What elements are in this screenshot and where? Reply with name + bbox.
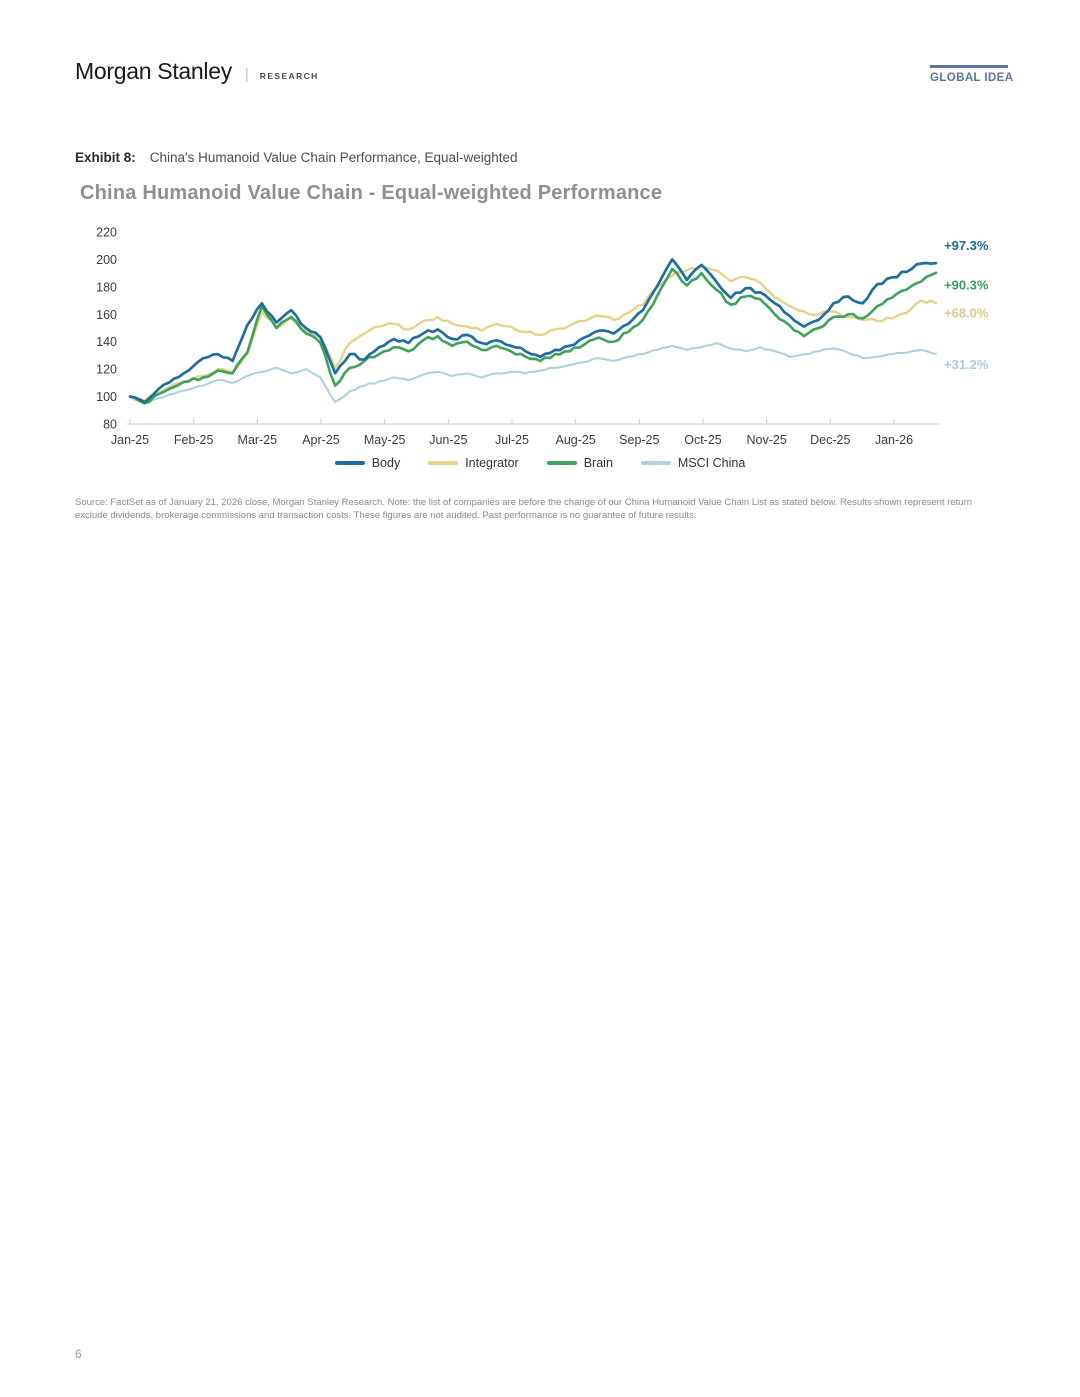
series-line-body xyxy=(128,258,938,404)
legend-item-brain: Brain xyxy=(546,456,613,470)
legend-item-integrator: Integrator xyxy=(428,456,519,470)
legend-label: Body xyxy=(371,456,401,470)
y-tick-label: 160 xyxy=(96,308,117,322)
x-tick-label: Jun-25 xyxy=(429,433,467,447)
global-idea-rule xyxy=(930,65,1008,68)
legend-swatch xyxy=(334,461,365,465)
legend-swatch xyxy=(640,461,671,465)
header-divider: | xyxy=(244,66,249,83)
legend-label: Brain xyxy=(583,456,613,470)
series-line-brain xyxy=(128,267,938,405)
legend-swatch xyxy=(428,461,459,465)
report-header: Morgan Stanley | RESEARCH xyxy=(75,58,319,85)
series-line-integrator xyxy=(128,265,938,403)
global-idea-badge: GLOBAL IDEA xyxy=(930,65,1014,84)
end-label-integrator: +68.0% xyxy=(944,305,989,320)
source-note: Source: FactSet as of January 21, 2026 c… xyxy=(75,497,980,522)
x-tick-label: Jul-25 xyxy=(495,433,529,447)
y-tick-label: 180 xyxy=(96,280,117,294)
morgan-stanley-logo: Morgan Stanley xyxy=(75,58,232,84)
performance-chart: Jan-25 Feb-25 Mar-25 Apr-25 May-25 Jun-25 Jul-… xyxy=(96,226,989,448)
legend-label: MSCI China xyxy=(677,456,746,470)
x-tick-label: Jan-25 xyxy=(111,433,149,447)
global-idea-label: GLOBAL IDEA xyxy=(930,72,1014,84)
legend-item-msci-china: MSCI China xyxy=(640,456,746,470)
end-label-msci-china: +31.2% xyxy=(944,357,989,372)
y-tick-label: 120 xyxy=(96,363,117,377)
y-tick-label: 220 xyxy=(96,226,117,240)
x-tick-label: Mar-25 xyxy=(238,433,278,447)
x-tick-label: Dec-25 xyxy=(810,433,850,447)
x-tick-label: Aug-25 xyxy=(555,433,595,447)
x-tick-label: Feb-25 xyxy=(174,433,214,447)
legend-swatch xyxy=(546,461,577,465)
exhibit-label: Exhibit 8: xyxy=(75,150,136,165)
exhibit-caption-row: Exhibit 8: China's Humanoid Value Chain P… xyxy=(75,150,518,165)
x-tick-label: May-25 xyxy=(364,433,406,447)
source-note-line1: Source: FactSet as of January 21, 2026 c… xyxy=(75,497,973,508)
y-tick-label: 100 xyxy=(96,390,117,404)
end-label-body: +97.3% xyxy=(944,238,989,253)
legend-label: Integrator xyxy=(465,456,519,470)
exhibit-caption: China's Humanoid Value Chain Performance… xyxy=(149,150,518,165)
legend-item-body: Body xyxy=(334,456,401,470)
x-tick-label: Jan-26 xyxy=(875,433,913,447)
page-number: 6 xyxy=(75,1347,82,1361)
x-tick-label: Apr-25 xyxy=(302,433,340,447)
x-tick-label: Sep-25 xyxy=(619,433,659,447)
x-tick-label: Oct-25 xyxy=(684,433,722,447)
y-tick-label: 200 xyxy=(96,253,117,267)
source-note-line2: exclude dividends, brokerage commissions… xyxy=(75,509,697,521)
chart-title: China Humanoid Value Chain - Equal-weigh… xyxy=(80,182,663,204)
end-label-brain: +90.3% xyxy=(944,278,989,293)
x-tick-label: Nov-25 xyxy=(747,433,787,447)
y-tick-label: 80 xyxy=(103,418,117,432)
research-label: RESEARCH xyxy=(259,71,319,81)
y-tick-label: 140 xyxy=(96,335,117,349)
series-line-msci-china xyxy=(128,342,938,404)
chart-legend: Body Integrator Brain MSCI China xyxy=(0,456,1080,470)
